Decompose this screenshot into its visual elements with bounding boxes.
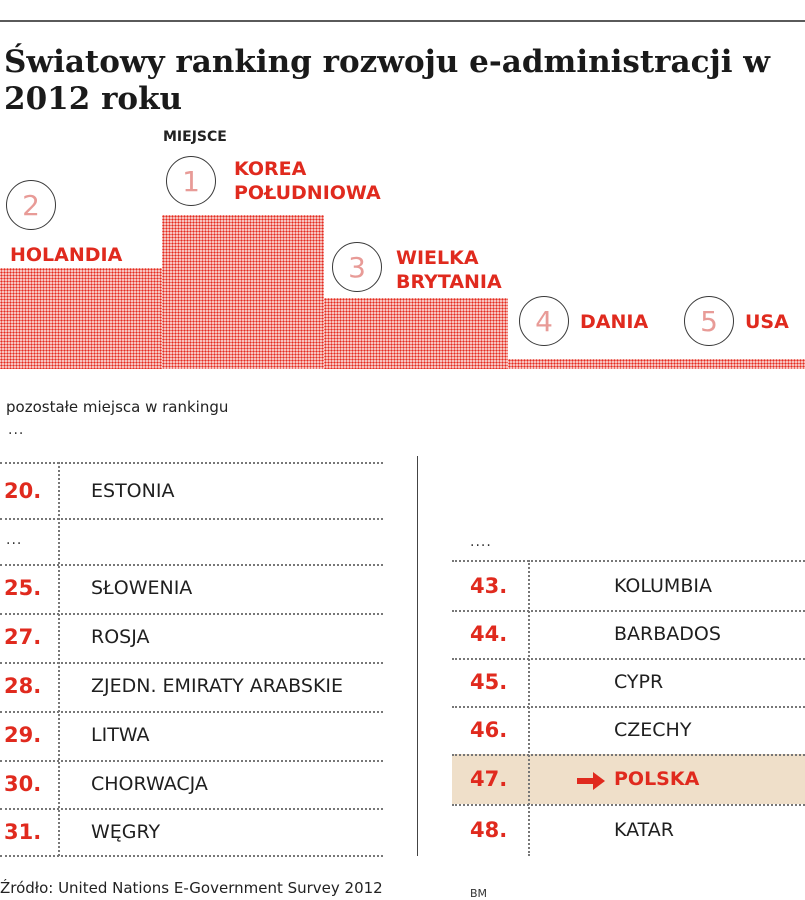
country-name-highlighted: POLSKA [614, 768, 700, 790]
row-rule [0, 711, 383, 713]
row-rule [0, 808, 383, 810]
rank-circle-3: 3 [332, 242, 382, 292]
right-ranking-table: .... 43. KOLUMBIA 44. BARBADOS 45. CYPR … [452, 534, 805, 856]
country-name: CYPR [614, 671, 664, 693]
rank-number: 45. [470, 670, 508, 694]
left-ranking-table: 20. ESTONIA ... 25. SŁOWENIA 27. ROSJA 2… [0, 462, 383, 857]
country-name: ROSJA [91, 626, 150, 648]
rank-circle-1: 1 [166, 156, 216, 206]
podium-country-1-line2: POŁUDNIOWA [234, 182, 381, 204]
rank-number: 30. [4, 772, 42, 796]
podium-country-1-line1: KOREA [234, 158, 307, 180]
row-rule [0, 760, 383, 762]
rank-number: 46. [470, 718, 508, 742]
author-credit: BM [470, 887, 488, 900]
podium-country-5: USA [745, 311, 789, 333]
rank-circle-5: 5 [684, 296, 734, 346]
podium-country-4: DANIA [580, 311, 649, 333]
podium-country-2: HOLANDIA [10, 244, 123, 266]
row-rule [452, 610, 805, 612]
row-rule [0, 518, 383, 520]
country-name: KATAR [614, 819, 674, 841]
highlight-row-background [452, 754, 805, 804]
rank-number: 25. [4, 576, 42, 600]
row-rule [0, 462, 383, 464]
row-rule [0, 613, 383, 615]
rank-number: 43. [470, 574, 508, 598]
ellipsis: .... [470, 534, 492, 550]
podium-block-2 [0, 268, 162, 369]
country-name: ZJEDN. EMIRATY ARABSKIE [91, 675, 344, 697]
country-name: CHORWACJA [91, 773, 208, 795]
podium-country-3-line1: WIELKA [396, 247, 479, 269]
rank-number: 28. [4, 674, 42, 698]
rank-number: 27. [4, 625, 42, 649]
rank-number: 48. [470, 818, 508, 842]
ellipsis: ... [8, 422, 25, 438]
rank-number: 20. [4, 479, 42, 503]
country-name: CZECHY [614, 719, 692, 741]
rank-circle-4: 4 [519, 296, 569, 346]
top-rule [0, 20, 805, 22]
country-name: BARBADOS [614, 623, 721, 645]
column-separator [528, 560, 530, 856]
country-name: ESTONIA [91, 480, 175, 502]
source-note: Źródło: United Nations E-Government Surv… [0, 879, 383, 897]
podium-block-3 [324, 298, 508, 369]
row-rule [0, 564, 383, 566]
column-separator [58, 462, 60, 856]
country-name: SŁOWENIA [91, 577, 193, 599]
row-rule [452, 560, 805, 562]
ellipsis: ... [6, 532, 23, 548]
rank-number: 31. [4, 820, 42, 844]
podium-block-4-5 [508, 359, 805, 369]
country-name: KOLUMBIA [614, 575, 712, 597]
rank-number: 47. [470, 767, 508, 791]
podium-country-3-line2: BRYTANIA [396, 271, 502, 293]
country-name: WĘGRY [91, 821, 161, 843]
row-rule [0, 855, 383, 857]
row-rule [0, 662, 383, 664]
row-rule [452, 804, 805, 806]
rank-circle-2: 2 [6, 180, 56, 230]
row-rule [452, 658, 805, 660]
chart-title: Światowy ranking rozwoju e-administracji… [4, 44, 770, 117]
rank-number: 44. [470, 622, 508, 646]
other-places-label: pozostałe miejsca w rankingu [6, 398, 229, 416]
podium-block-1 [162, 215, 324, 369]
country-name: LITWA [91, 724, 150, 746]
table-divider [417, 456, 418, 856]
row-rule [452, 754, 805, 756]
row-rule [452, 706, 805, 708]
place-label: MIEJSCE [163, 129, 227, 145]
arrow-right-icon [577, 772, 605, 790]
rank-number: 29. [4, 723, 42, 747]
